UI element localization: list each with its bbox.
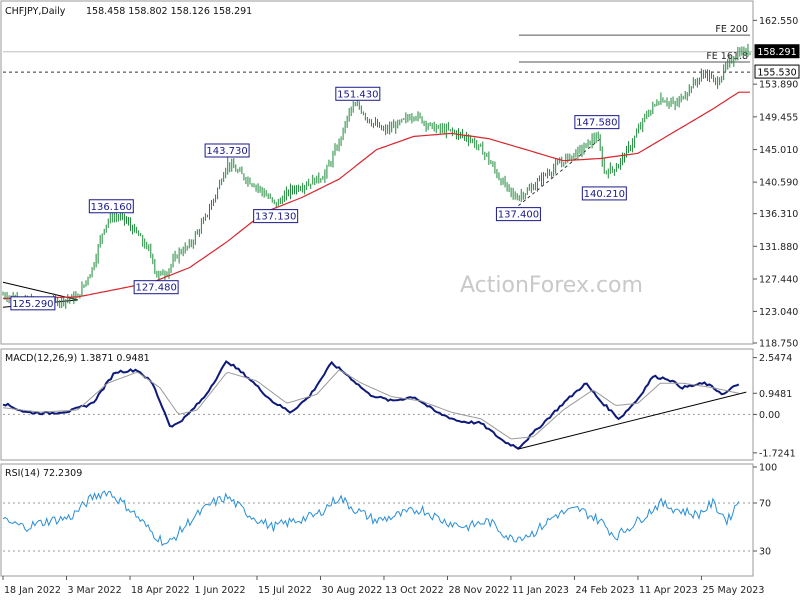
xtick-label: 3 Mar 2022 <box>67 585 121 596</box>
rsi-ytick-label: 70 <box>759 499 771 510</box>
fib-label: FE 161.8 <box>706 51 748 62</box>
price-annotation-box <box>88 199 134 214</box>
fib-label: FE 200 <box>715 24 748 35</box>
price-marker-box <box>754 64 800 79</box>
price-ytick-label: 127.440 <box>759 274 798 285</box>
price-annotation: 137.130 <box>255 212 296 223</box>
price-annotation: 127.480 <box>135 283 176 294</box>
price-ytick-label: 123.040 <box>759 307 798 318</box>
rsi-ytick-label: 30 <box>759 547 771 558</box>
macd-ytick-label: 0.00 <box>759 410 780 421</box>
price-marker-label: 158.291 <box>757 47 796 58</box>
xtick-label: 18 Jan 2022 <box>4 585 61 596</box>
xtick-label: 15 Jul 2022 <box>258 585 312 596</box>
price-marker-label: 155.530 <box>757 68 796 79</box>
price-ytick-label: 118.750 <box>759 339 798 350</box>
price-ytick-label: 149.455 <box>759 112 798 123</box>
macd-title: MACD(12,26,9) 1.3871 0.9481 <box>5 353 150 364</box>
price-annotation: 151.430 <box>337 89 378 100</box>
price-annotation: 137.400 <box>498 210 539 221</box>
xtick-label: 28 Nov 2022 <box>448 585 509 596</box>
price-panel <box>0 0 754 345</box>
price-annotation-box <box>204 143 250 158</box>
price-ytick-label: 136.310 <box>759 209 798 220</box>
macd-ytick-label: 2.5474 <box>759 353 792 364</box>
price-annotation-box <box>10 296 56 311</box>
price-ytick-label: 153.890 <box>759 80 798 91</box>
macd-ytick-label: 0.9481 <box>759 389 792 400</box>
signal-line <box>2 369 739 440</box>
ohlc-readout: 158.458 158.802 158.126 158.291 <box>86 6 252 17</box>
macd-trendline <box>518 391 747 450</box>
xtick-label: 13 Oct 2022 <box>385 585 444 596</box>
price-ytick-label: 131.880 <box>759 242 798 253</box>
xtick-label: 1 Jun 2022 <box>194 585 245 596</box>
price-annotation-box <box>253 209 299 224</box>
xtick-label: 11 Apr 2023 <box>639 585 698 596</box>
price-annotation: 140.210 <box>584 189 625 200</box>
price-annotation-box <box>335 86 381 101</box>
price-annotation: 147.580 <box>576 118 617 129</box>
macd-line <box>2 360 740 450</box>
price-annotation: 136.160 <box>91 202 132 213</box>
price-marker-box <box>754 44 800 59</box>
xtick-label: 11 Jan 2023 <box>512 585 569 596</box>
rsi-line <box>2 490 740 547</box>
price-ytick-label: 140.590 <box>759 178 798 189</box>
macd-ytick-label: -1.7241 <box>759 448 796 459</box>
xtick-label: 30 Aug 2022 <box>321 585 382 596</box>
price-annotation-box <box>133 280 179 295</box>
price-ytick-label: 162.550 <box>759 16 798 27</box>
price-annotation: 143.730 <box>206 146 247 157</box>
xtick-label: 24 Feb 2023 <box>575 585 634 596</box>
price-annotation-box <box>581 186 627 201</box>
price-annotation: 125.290 <box>12 299 53 310</box>
rsi-ytick-label: 100 <box>759 463 777 474</box>
price-annotation-box <box>495 207 541 222</box>
watermark: ActionForex.com <box>460 273 643 298</box>
rsi-title: RSI(14) 72.2309 <box>5 468 82 479</box>
xtick-label: 25 May 2023 <box>702 585 764 596</box>
moving-average-line <box>3 91 750 299</box>
symbol-info: CHFJPY,Daily <box>5 6 66 17</box>
xtick-label: 18 Apr 2022 <box>131 585 190 596</box>
price-ytick-label: 145.010 <box>759 145 798 156</box>
macd-panel <box>0 348 754 461</box>
price-annotation-box <box>574 115 620 130</box>
rsi-panel <box>0 463 754 577</box>
